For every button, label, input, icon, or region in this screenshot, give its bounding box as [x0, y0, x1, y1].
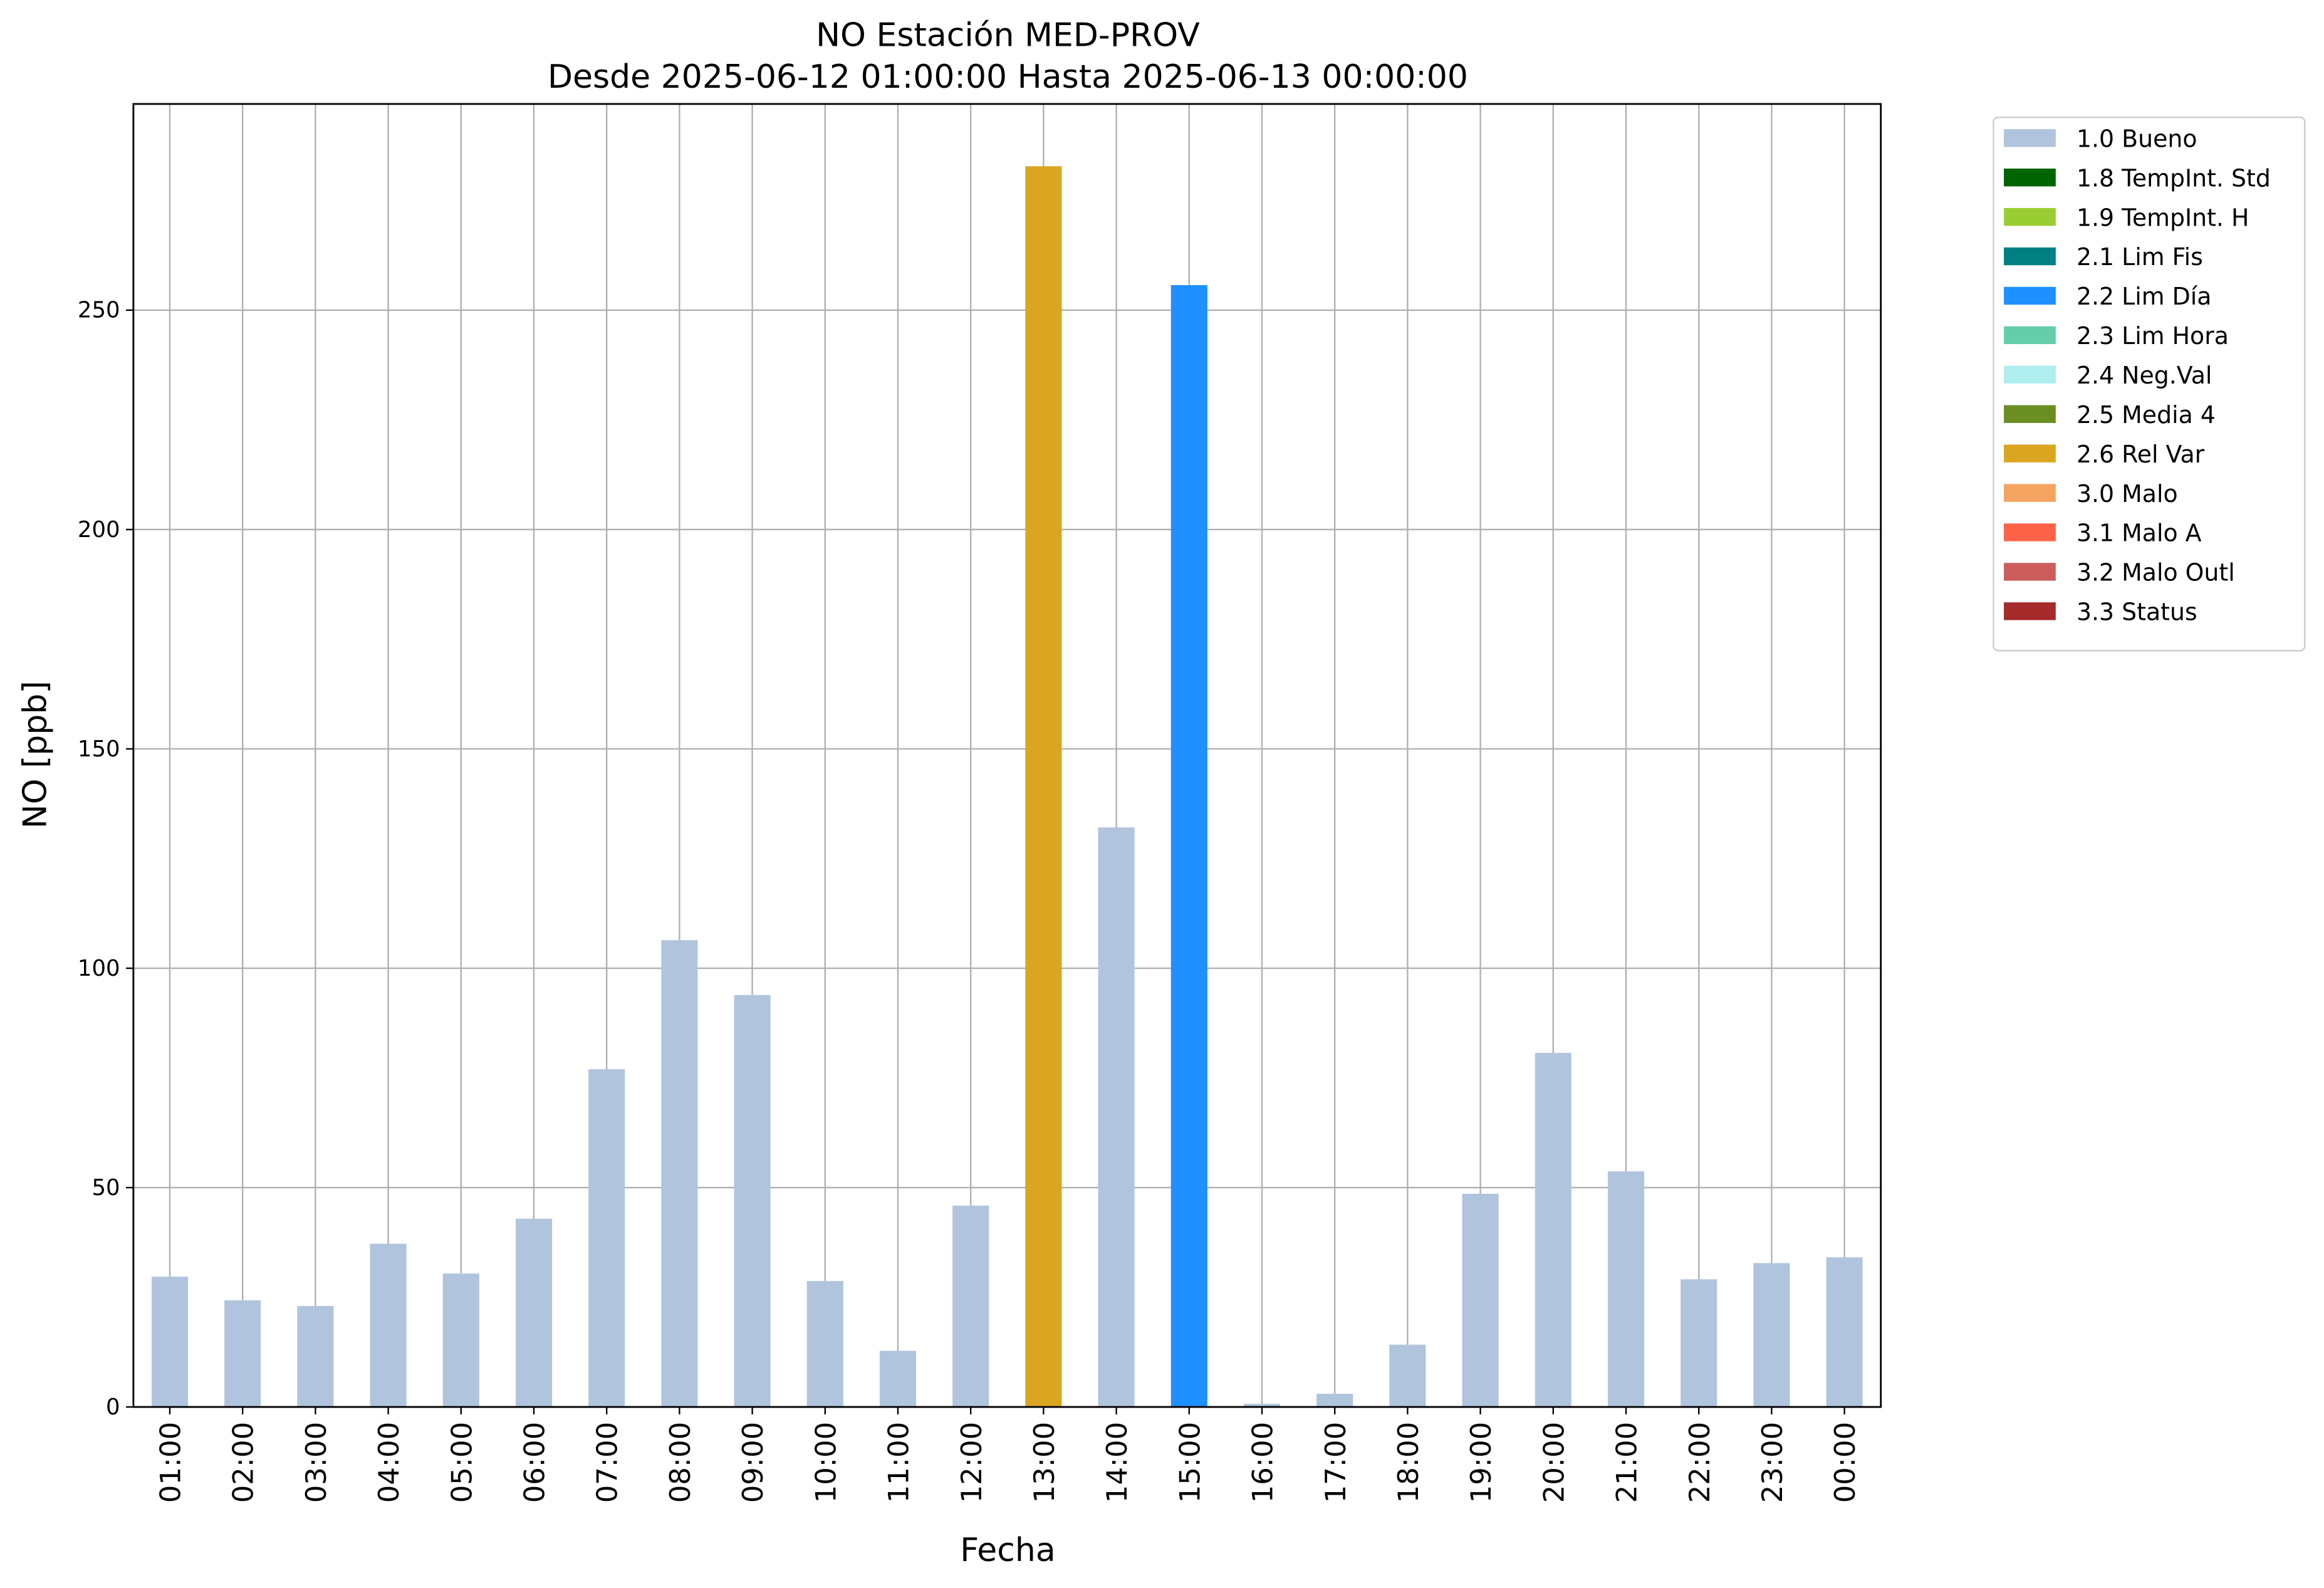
bar: [1680, 1279, 1717, 1408]
bar: [952, 1205, 989, 1408]
bar: [1753, 1263, 1790, 1408]
legend-swatch: [2004, 602, 2056, 620]
bar: [1316, 1394, 1353, 1408]
bar: [1535, 1053, 1571, 1408]
y-axis-label: NO [ppb]: [16, 681, 54, 828]
legend-label: 3.2 Malo Outl: [2076, 559, 2235, 587]
bar: [370, 1243, 407, 1408]
legend-label: 2.6 Rel Var: [2076, 441, 2205, 468]
x-tick-label: 15:00: [1173, 1422, 1206, 1503]
legend-swatch: [2004, 365, 2056, 384]
x-tick-label: 09:00: [736, 1422, 769, 1503]
bar: [1098, 827, 1135, 1408]
bar: [588, 1069, 625, 1408]
x-tick-label: 02:00: [227, 1422, 260, 1503]
bar: [1826, 1257, 1863, 1408]
x-tick-label: 22:00: [1683, 1422, 1716, 1503]
x-tick-label: 04:00: [372, 1422, 405, 1503]
legend-label: 2.3 Lim Hora: [2076, 322, 2229, 350]
x-tick-label: 21:00: [1610, 1422, 1644, 1503]
legend-label: 2.4 Neg.Val: [2076, 362, 2212, 389]
x-axis-label: Fecha: [960, 1532, 1056, 1569]
x-tick-label: 11:00: [882, 1422, 915, 1503]
legend-swatch: [2004, 207, 2056, 226]
legend-swatch: [2004, 563, 2056, 581]
x-tick-label: 00:00: [1828, 1422, 1862, 1503]
y-tick-label: 150: [78, 736, 120, 762]
legend-swatch: [2004, 405, 2056, 423]
y-tick-label: 250: [78, 298, 120, 323]
x-tick-label: 16:00: [1246, 1422, 1279, 1503]
x-tick-label: 10:00: [809, 1422, 842, 1503]
x-tick-label: 18:00: [1392, 1422, 1425, 1503]
y-tick-label: 0: [106, 1394, 120, 1420]
legend-swatch: [2004, 523, 2056, 541]
x-tick-label: 05:00: [445, 1422, 478, 1503]
plot-frame: [132, 103, 1882, 1408]
bar: [1170, 285, 1207, 1408]
bar: [515, 1218, 553, 1408]
x-tick-label: 19:00: [1464, 1422, 1498, 1503]
bar: [224, 1300, 261, 1408]
x-tick-label: 14:00: [1100, 1422, 1133, 1503]
y-tick-label: 200: [78, 517, 120, 543]
x-tick-label: 20:00: [1537, 1422, 1570, 1503]
x-tick-label: 07:00: [591, 1422, 624, 1503]
legend-label: 2.5 Media 4: [2076, 401, 2216, 429]
bar: [442, 1273, 479, 1408]
bar: [1462, 1193, 1499, 1408]
legend-swatch: [2004, 129, 2056, 147]
legend-swatch: [2004, 484, 2056, 502]
x-tick-label: 13:00: [1028, 1422, 1061, 1503]
chart-title: NO Estación MED-PROV: [816, 17, 1200, 55]
legend-swatch: [2004, 286, 2056, 305]
bar: [297, 1306, 334, 1408]
legend-swatch: [2004, 444, 2056, 462]
y-tick-label: 50: [91, 1175, 120, 1201]
x-tick-label: 08:00: [664, 1422, 697, 1503]
x-tick-label: 03:00: [300, 1422, 333, 1503]
legend-label: 1.9 TempInt. H: [2076, 204, 2249, 231]
x-tick-label: 06:00: [518, 1422, 551, 1503]
x-tick-label: 01:00: [154, 1422, 187, 1503]
legend-label: 1.0 Bueno: [2076, 125, 2197, 152]
legend-label: 3.1 Malo A: [2076, 520, 2202, 547]
legend-label: 3.0 Malo: [2076, 480, 2178, 508]
legend-label: 2.1 Lim Fis: [2076, 243, 2203, 271]
bar: [1389, 1344, 1426, 1408]
bar: [1025, 166, 1062, 1408]
bar: [1243, 1404, 1281, 1408]
x-tick-label: 17:00: [1319, 1422, 1352, 1503]
legend-label: 2.2 Lim Día: [2076, 283, 2211, 310]
bar: [879, 1350, 917, 1408]
legend-label: 1.8 TempInt. Std: [2076, 164, 2271, 192]
bar: [806, 1281, 843, 1408]
bar: [734, 995, 771, 1408]
bar: [661, 940, 698, 1408]
legend-frame: [1993, 116, 2306, 652]
legend-label: 3.3 Status: [2076, 598, 2197, 626]
bar: [151, 1277, 189, 1408]
x-tick-label: 12:00: [955, 1422, 988, 1503]
legend-swatch: [2004, 247, 2056, 266]
chart-subtitle: Desde 2025-06-12 01:00:00 Hasta 2025-06-…: [548, 58, 1468, 96]
legend-swatch: [2004, 169, 2056, 187]
bar: [1607, 1171, 1645, 1408]
y-tick-label: 100: [78, 956, 120, 981]
x-tick-label: 23:00: [1756, 1422, 1789, 1503]
legend-swatch: [2004, 326, 2056, 345]
